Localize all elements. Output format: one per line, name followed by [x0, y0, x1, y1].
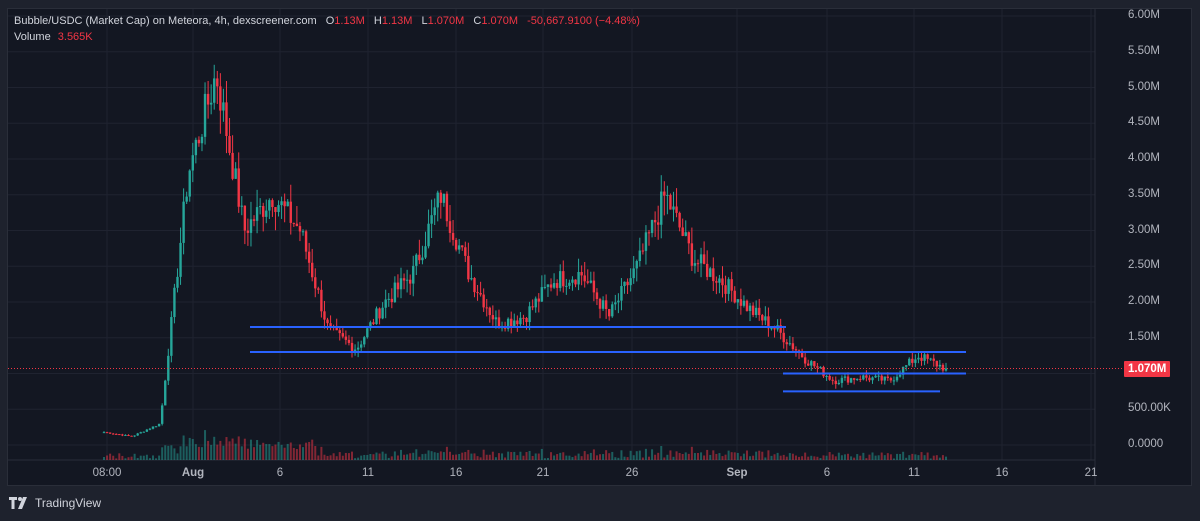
- chart-legend: Bubble/USDC (Market Cap) on Meteora, 4h,…: [14, 13, 640, 45]
- tradingview-logo-icon: [9, 497, 27, 509]
- high-label: H: [373, 15, 382, 27]
- time-tick-label: 16: [995, 467, 1009, 479]
- price-tick-label: 3.00M: [1128, 223, 1160, 236]
- change-value: -50,667.9100 (−4.48%): [527, 15, 640, 27]
- time-tick-label: Aug: [181, 467, 205, 479]
- time-tick-label: 11: [362, 467, 374, 479]
- price-tick-label: 6.00M: [1128, 9, 1160, 21]
- high-value: 1.13M: [381, 15, 413, 27]
- price-tick-label: 3.50M: [1128, 187, 1160, 200]
- price-tick-label: 500.00K: [1128, 402, 1171, 415]
- time-tick-label: 08:00: [92, 467, 122, 479]
- price-tick-label: 4.50M: [1128, 116, 1160, 129]
- time-tick-label: 6: [823, 467, 831, 479]
- price-tick-label: 1.50M: [1128, 330, 1160, 343]
- tradingview-name: TradingView: [35, 496, 102, 510]
- price-tick-label: 4.00M: [1128, 152, 1160, 164]
- ohlc-row: Bubble/USDC (Market Cap) on Meteora, 4h,…: [14, 13, 640, 29]
- volume-label[interactable]: Volume: [14, 31, 51, 43]
- price-tick-label: 2.50M: [1128, 259, 1160, 272]
- open-value: 1.13M: [334, 15, 365, 27]
- close-value: 1.070M: [481, 15, 519, 27]
- open-label: O: [325, 15, 335, 27]
- time-tick-label: 11: [908, 467, 920, 479]
- tradingview-branding[interactable]: TradingView: [9, 496, 101, 510]
- price-tick-label: 0.0000: [1128, 438, 1164, 450]
- time-tick-label: 21: [1084, 467, 1098, 479]
- price-tick-label: 2.00M: [1128, 295, 1160, 307]
- price-tick-label: 5.00M: [1128, 80, 1160, 93]
- time-tick-label: 26: [625, 467, 639, 479]
- low-value: 1.070M: [427, 15, 465, 27]
- symbol-title[interactable]: Bubble/USDC (Market Cap) on Meteora, 4h,…: [14, 15, 317, 27]
- volume-value: 3.565K: [57, 31, 93, 43]
- current-price-tag: 1.070M: [1124, 361, 1171, 377]
- time-tick-label: Sep: [726, 467, 748, 479]
- price-tick-label: 5.50M: [1128, 44, 1160, 57]
- close-label: C: [473, 15, 482, 27]
- volume-row: Volume 3.565K: [14, 29, 640, 45]
- low-label: L: [421, 15, 428, 27]
- time-tick-label: 6: [276, 467, 284, 479]
- time-tick-label: 21: [536, 467, 550, 479]
- time-tick-label: 16: [449, 467, 463, 479]
